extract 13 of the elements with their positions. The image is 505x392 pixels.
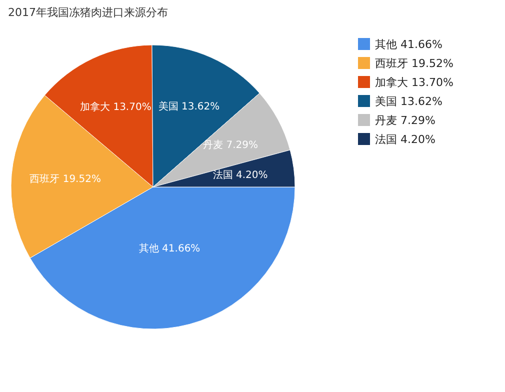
slice-label: 西班牙 19.52% bbox=[30, 172, 101, 185]
slice-label: 丹麦 7.29% bbox=[203, 139, 258, 152]
slice-label: 其他 41.66% bbox=[138, 242, 200, 254]
slice-label: 加拿大 13.70% bbox=[80, 100, 152, 113]
slice-label: 法国 4.20% bbox=[212, 169, 268, 182]
legend-label: 加拿大 13.70% bbox=[375, 76, 454, 89]
slice-label: 美国 13.62% bbox=[158, 100, 220, 112]
legend-label: 法国 4.20% bbox=[375, 133, 436, 146]
chart-title: 2017年我国冻猪肉进口来源分布 bbox=[8, 6, 168, 19]
legend-label: 美国 13.62% bbox=[375, 95, 442, 108]
legend-label: 其他 41.66% bbox=[375, 38, 442, 51]
legend-label: 西班牙 19.52% bbox=[375, 57, 454, 70]
legend-label: 丹麦 7.29% bbox=[375, 114, 436, 127]
